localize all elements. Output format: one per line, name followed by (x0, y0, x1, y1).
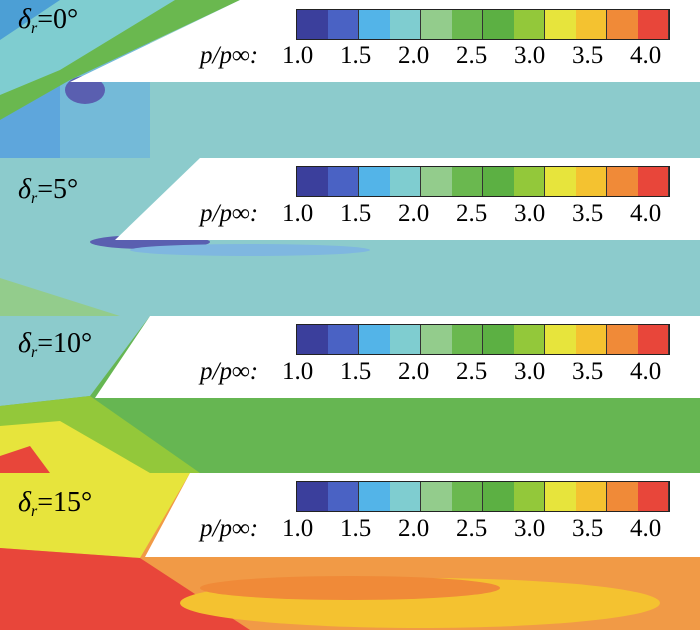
colorbar-ticks: p/p∞: 1.0 1.5 2.0 2.5 3.0 3.5 4.0 (200, 42, 688, 70)
tick-label: 4.0 (630, 515, 662, 542)
tick-label: 2.5 (456, 358, 488, 385)
panel-deflection-15: δr=15° p/p∞: 1.0 1.5 2.0 2.5 3.0 3.5 4.0 (0, 473, 700, 630)
tick-label: 4.0 (630, 200, 662, 227)
tick-label: 2.0 (398, 358, 430, 385)
panel-deflection-0: δr=0° p/p∞: 1.0 1.5 2.0 2.5 3.0 3.5 4.0 (0, 0, 700, 158)
tick-label: 1.0 (282, 358, 314, 385)
tick-label: 4.0 (630, 42, 662, 69)
tick-label: 3.0 (514, 200, 546, 227)
deflection-label: δr=5° (18, 174, 79, 207)
colorbar-ticks: p/p∞: 1.0 1.5 2.0 2.5 3.0 3.5 4.0 (200, 515, 688, 543)
tick-label: 1.0 (282, 515, 314, 542)
deflection-label: δr=0° (18, 4, 79, 37)
panel-deflection-10: δr=10° p/p∞: 1.0 1.5 2.0 2.5 3.0 3.5 4.0 (0, 316, 700, 473)
tick-label: 3.0 (514, 42, 546, 69)
panel-deflection-5: δr=5° p/p∞: 1.0 1.5 2.0 2.5 3.0 3.5 4.0 (0, 158, 700, 316)
tick-label: 2.0 (398, 200, 430, 227)
colorbar (296, 481, 670, 512)
tick-label: 3.5 (572, 200, 604, 227)
tick-label: 2.0 (398, 42, 430, 69)
tick-label: 2.5 (456, 42, 488, 69)
colorbar (296, 324, 670, 355)
tick-label: 1.0 (282, 200, 314, 227)
tick-label: 1.5 (340, 515, 372, 542)
tick-label: 2.5 (456, 200, 488, 227)
deflection-label: δr=10° (18, 328, 93, 361)
colorbar-label: p/p∞: (200, 42, 259, 69)
tick-label: 4.0 (630, 358, 662, 385)
colorbar (296, 166, 670, 197)
colorbar (296, 9, 670, 40)
deflection-label: δr=15° (18, 487, 93, 520)
tick-label: 3.5 (572, 358, 604, 385)
colorbar-label: p/p∞: (200, 200, 259, 227)
tick-label: 3.5 (572, 42, 604, 69)
tick-label: 1.0 (282, 42, 314, 69)
colorbar-label: p/p∞: (200, 358, 259, 385)
tick-label: 3.0 (514, 358, 546, 385)
tick-label: 1.5 (340, 358, 372, 385)
tick-label: 3.0 (514, 515, 546, 542)
colorbar-label: p/p∞: (200, 515, 259, 542)
colorbar-ticks: p/p∞: 1.0 1.5 2.0 2.5 3.0 3.5 4.0 (200, 200, 688, 228)
tick-label: 1.5 (340, 42, 372, 69)
colorbar-ticks: p/p∞: 1.0 1.5 2.0 2.5 3.0 3.5 4.0 (200, 358, 688, 386)
tick-label: 3.5 (572, 515, 604, 542)
tick-label: 2.0 (398, 515, 430, 542)
tick-label: 1.5 (340, 200, 372, 227)
tick-label: 2.5 (456, 515, 488, 542)
